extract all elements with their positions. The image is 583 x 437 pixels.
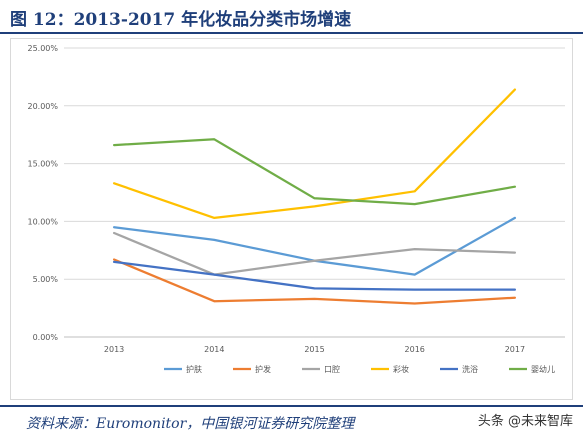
x-tick-label: 2015 (304, 345, 324, 354)
x-tick-label: 2016 (405, 345, 425, 354)
legend-label: 口腔 (324, 364, 340, 374)
series-line (112, 138, 517, 206)
y-tick-label: 20.00% (27, 102, 58, 111)
source-divider (0, 405, 583, 407)
series-line (112, 260, 517, 291)
y-tick-label: 15.00% (27, 160, 58, 169)
series-line (112, 216, 517, 276)
y-tick-label: 10.00% (27, 217, 58, 226)
legend-label: 洗浴 (462, 364, 478, 374)
figure-title: 图 12：2013-2017 年化妆品分类市场增速 (10, 10, 352, 30)
title-divider (0, 32, 583, 34)
y-tick-label: 25.00% (27, 44, 58, 53)
title-bar: 图 12：2013-2017 年化妆品分类市场增速 (0, 0, 583, 34)
chart-frame (10, 38, 573, 400)
series-line (112, 88, 517, 220)
legend-label: 彩妆 (393, 364, 409, 374)
series-line (112, 258, 517, 305)
source-note: 资料来源：Euromonitor，中国银河证券研究院整理 (26, 416, 355, 432)
watermark-text: 头条 @未来智库 (477, 414, 573, 429)
x-tick-label: 2013 (104, 345, 124, 354)
y-tick-label: 5.00% (33, 275, 59, 284)
legend-label: 婴幼儿 (531, 364, 555, 374)
series-line (112, 231, 517, 276)
y-tick-label: 0.00% (33, 333, 59, 342)
x-tick-label: 2017 (505, 345, 525, 354)
x-tick-label: 2014 (204, 345, 224, 354)
legend-label: 护肤 (186, 364, 202, 374)
legend-label: 护发 (255, 364, 271, 374)
